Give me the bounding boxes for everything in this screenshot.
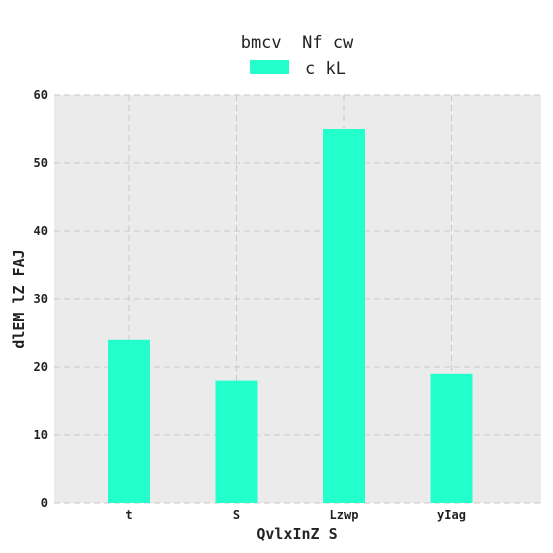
y-tick-label: 0 [41,496,48,510]
legend-swatch [250,60,289,74]
legend-label: c kL [305,59,346,79]
y-axis-label: dlEM lZ FAJ [10,249,28,348]
x-tick-labels: t S Lzwp yIag [125,508,466,522]
y-tick-label: 30 [34,292,48,306]
chart-title: bmcv Nf cw [241,33,354,53]
x-tick-label: Lzwp [330,508,359,522]
bar-t [108,339,150,503]
x-axis-label: QvlxInZ S [256,525,337,543]
bar-s [215,380,258,503]
y-tick-label: 20 [34,360,48,374]
y-tick-label: 50 [34,156,48,170]
legend: c kL [250,59,346,79]
y-tick-label: 40 [34,224,48,238]
y-tick-label: 10 [34,428,48,442]
x-tick-label: t [125,508,132,522]
bar-lzwp [323,129,365,503]
x-tick-label: S [233,508,240,522]
y-tick-labels: 0 10 20 30 40 50 60 [34,88,48,510]
bars [108,129,473,503]
y-tick-label: 60 [34,88,48,102]
x-tick-label: yIag [437,508,466,522]
bar-yiag [430,373,473,503]
